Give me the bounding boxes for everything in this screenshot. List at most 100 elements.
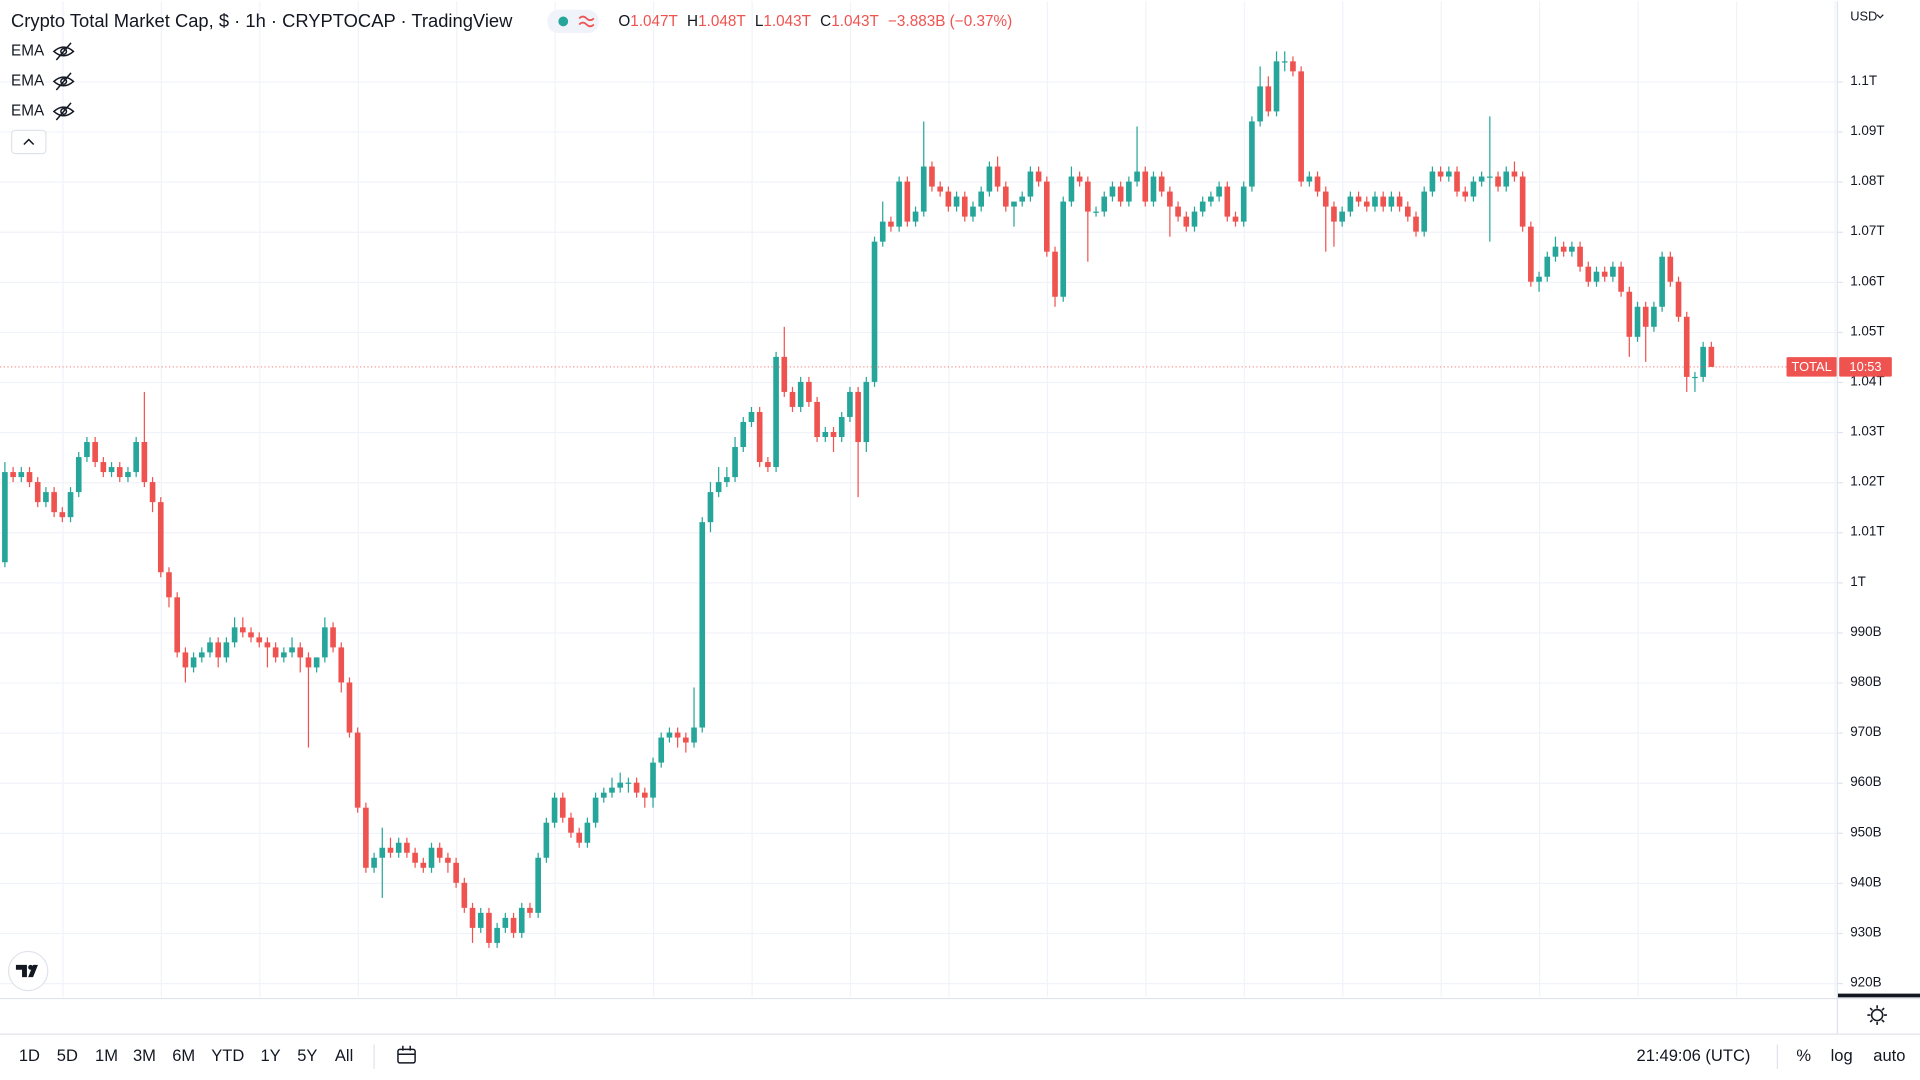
candle-body bbox=[354, 732, 361, 808]
candle-body bbox=[428, 847, 435, 868]
candle-body bbox=[1150, 176, 1157, 202]
candle-body bbox=[157, 502, 164, 573]
currency-label[interactable]: USD bbox=[1850, 9, 1877, 24]
candle-body bbox=[190, 657, 197, 668]
candle-body bbox=[1642, 306, 1649, 327]
candle-body bbox=[346, 682, 353, 733]
candle-body bbox=[1298, 71, 1304, 182]
range-button[interactable]: 5D bbox=[57, 1046, 78, 1065]
candle-body bbox=[1577, 246, 1583, 267]
eye-off-icon[interactable] bbox=[52, 72, 75, 91]
candle-body bbox=[133, 442, 139, 473]
ohlc-value: 1.047T bbox=[630, 13, 678, 30]
candle-body bbox=[1692, 376, 1698, 379]
candle-body bbox=[1437, 171, 1444, 177]
candle-body bbox=[814, 401, 820, 438]
candle-body bbox=[1060, 201, 1067, 297]
candle-body bbox=[412, 852, 418, 863]
candle-body bbox=[551, 797, 558, 823]
candle-body bbox=[1257, 86, 1263, 122]
y-tick-label: 1.02T bbox=[1850, 474, 1884, 489]
candle-body bbox=[863, 381, 870, 443]
candle-body bbox=[297, 647, 304, 658]
candle-body bbox=[1708, 346, 1715, 367]
candle-body bbox=[937, 186, 943, 192]
auto-toggle[interactable]: auto bbox=[1873, 1046, 1905, 1065]
range-button[interactable]: 5Y bbox=[297, 1046, 317, 1065]
candle-body bbox=[1167, 191, 1173, 207]
eye-off-icon[interactable] bbox=[52, 102, 75, 121]
candle-body bbox=[477, 912, 484, 928]
candle-body bbox=[141, 442, 148, 483]
candle-body bbox=[404, 842, 410, 853]
ohlc-value: 1.043T bbox=[831, 13, 879, 30]
x-tick-label: 12:00 bbox=[1818, 1007, 1852, 1022]
candle-body bbox=[822, 431, 829, 438]
y-tick-label: 960B bbox=[1850, 774, 1881, 789]
date-range-icon[interactable] bbox=[397, 1045, 416, 1064]
candle-body bbox=[1552, 246, 1559, 257]
candle-body bbox=[1593, 271, 1600, 282]
candle-body bbox=[59, 512, 66, 518]
candle-body bbox=[658, 737, 665, 763]
indicator-label[interactable]: EMA bbox=[11, 42, 45, 59]
range-button[interactable]: 3M bbox=[133, 1046, 156, 1065]
y-tick-label: 1.03T bbox=[1850, 424, 1884, 439]
candle-body bbox=[527, 907, 533, 913]
candle-body bbox=[182, 652, 189, 668]
candle-body bbox=[223, 642, 230, 658]
candle-body bbox=[379, 847, 386, 858]
x-tick-label: 12:00 bbox=[45, 1007, 79, 1022]
candle-body bbox=[847, 391, 853, 417]
candle-body bbox=[724, 477, 730, 483]
percent-toggle[interactable]: % bbox=[1796, 1046, 1811, 1065]
logo-badge[interactable] bbox=[7, 950, 49, 992]
range-button[interactable]: 1D bbox=[19, 1046, 40, 1065]
candle-body bbox=[592, 797, 599, 823]
candle-body bbox=[1109, 186, 1116, 197]
candle-body bbox=[600, 792, 607, 798]
candle-body bbox=[986, 166, 993, 192]
range-button[interactable]: YTD bbox=[211, 1046, 244, 1065]
candle-body bbox=[1273, 61, 1280, 112]
candle-body bbox=[978, 191, 984, 207]
candle-body bbox=[994, 166, 1001, 187]
candle-body bbox=[559, 797, 566, 818]
candle-body bbox=[166, 572, 172, 598]
range-button[interactable]: 1Y bbox=[261, 1046, 281, 1065]
settings-icon[interactable] bbox=[1867, 1005, 1887, 1025]
candle-body bbox=[1314, 176, 1321, 192]
candle-body bbox=[43, 492, 49, 503]
y-tick-label: 930B bbox=[1850, 924, 1881, 939]
log-toggle[interactable]: log bbox=[1831, 1046, 1853, 1065]
ohlc-value: 1.048T bbox=[698, 13, 746, 30]
candle-body bbox=[1249, 121, 1255, 187]
axes: 920B 930B 940B 950B 960B 970B 980B 990B 1T 1.01T 1… bbox=[45, 73, 1892, 1022]
ohlc-value: 1.043T bbox=[763, 13, 811, 30]
indicator-label[interactable]: EMA bbox=[11, 102, 45, 119]
range-button[interactable]: 6M bbox=[172, 1046, 195, 1065]
candle-body bbox=[765, 462, 771, 468]
candle-body bbox=[1454, 171, 1460, 192]
candle-body bbox=[1002, 186, 1009, 207]
collapse-button[interactable] bbox=[11, 129, 47, 155]
status-pill[interactable] bbox=[547, 9, 599, 34]
clock[interactable]: 21:49:06 (UTC) bbox=[1637, 1046, 1751, 1065]
candle-body bbox=[806, 381, 812, 402]
indicator-label[interactable]: EMA bbox=[11, 72, 45, 89]
eye-off-icon[interactable] bbox=[52, 42, 75, 61]
range-button[interactable]: All bbox=[335, 1046, 353, 1065]
candle-body bbox=[502, 917, 509, 928]
candle-body bbox=[231, 627, 238, 643]
ohlc-label: C bbox=[820, 13, 831, 30]
change-value: −3.883B (−0.37%) bbox=[888, 13, 1012, 30]
x-tick-label: 30 bbox=[1138, 1007, 1153, 1022]
candle-body bbox=[100, 462, 107, 473]
candle-body bbox=[789, 391, 796, 407]
candle-body bbox=[838, 416, 845, 438]
range-button[interactable]: 1M bbox=[95, 1046, 118, 1065]
candle-body bbox=[650, 762, 656, 798]
y-tick-label: 1T bbox=[1850, 574, 1866, 589]
candle-body bbox=[896, 181, 902, 227]
x-tick-label: 28 bbox=[744, 1007, 759, 1022]
